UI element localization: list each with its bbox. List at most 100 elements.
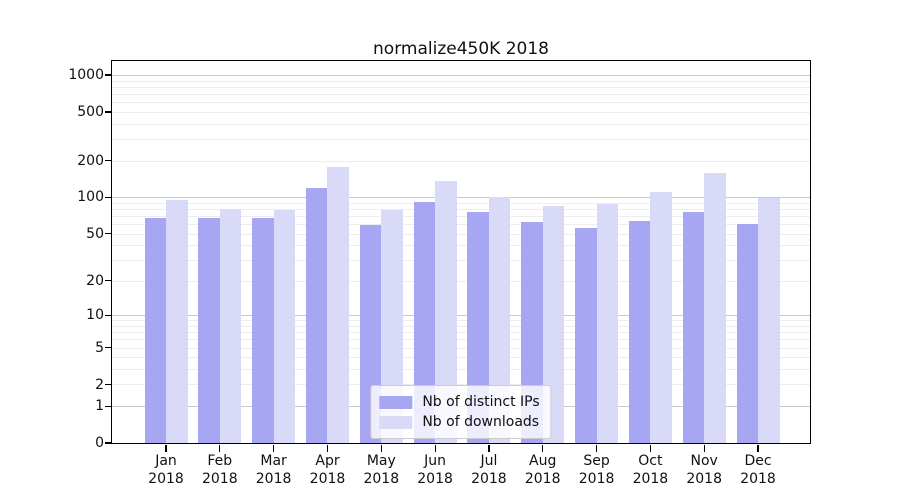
x-tick-year: 2018 [309, 470, 346, 487]
bar-nb-of-downloads-3 [327, 166, 349, 443]
bar-nb-of-distinct-ips-3 [305, 187, 328, 443]
gridline-90 [112, 203, 810, 204]
y-tick-mark-1 [105, 405, 112, 407]
y-tick-mark-100 [105, 196, 112, 198]
gridline-60 [112, 224, 810, 225]
x-tick-year: 2018 [417, 470, 453, 487]
bar-nb-of-distinct-ips-1 [198, 217, 220, 443]
x-tick-mark-jun [434, 444, 436, 452]
bar-nb-of-downloads-4 [381, 209, 403, 443]
gridline-300 [112, 139, 810, 140]
x-tick-year: 2018 [632, 470, 669, 487]
x-tick-mark-jul [488, 444, 490, 452]
y-tick-mark-200 [105, 159, 112, 162]
x-tick-month: Jan [155, 453, 177, 469]
x-tick-month: Aug [529, 453, 557, 469]
x-tick-label-aug: Aug 2018 [513, 453, 573, 488]
bar-nb-of-downloads-6 [488, 197, 511, 443]
x-tick-mark-nov [703, 444, 705, 452]
gridline-6 [112, 339, 810, 340]
legend-label: Nb of distinct IPs [422, 394, 540, 410]
y-tick-label-500: 500 [77, 103, 104, 120]
bar-nb-of-downloads-0 [166, 199, 188, 443]
x-tick-year: 2018 [201, 470, 238, 487]
gridline-10 [112, 315, 810, 316]
chart-title: normalize450K 2018 [373, 39, 549, 59]
bar-nb-of-downloads-9 [650, 192, 672, 443]
x-tick-year: 2018 [255, 470, 292, 487]
x-tick-year: 2018 [148, 470, 184, 487]
y-tick-mark-0 [105, 442, 112, 444]
x-tick-month: Feb [207, 453, 233, 469]
y-tick-label-5: 5 [95, 339, 104, 356]
x-tick-label-jul: Jul 2018 [459, 453, 519, 488]
gridline-9 [112, 320, 810, 321]
x-tick-month: Nov [690, 453, 718, 469]
y-tick-mark-500 [105, 111, 112, 113]
y-tick-label-200: 200 [77, 152, 104, 169]
gridline-900 [112, 81, 810, 82]
x-tick-label-oct: Oct 2018 [620, 453, 680, 488]
bar-nb-of-downloads-2 [273, 209, 296, 443]
x-tick-month: Jul [480, 453, 498, 469]
x-tick-label-may: May 2018 [351, 453, 411, 488]
x-tick-mark-may [380, 444, 382, 452]
legend-swatch [379, 395, 413, 409]
x-tick-mark-apr [326, 444, 329, 452]
gridline-2 [112, 384, 810, 385]
y-tick-mark-5 [105, 347, 112, 349]
y-tick-label-1000: 1000 [68, 67, 104, 83]
gridline-800 [112, 87, 810, 88]
bar-nb-of-distinct-ips-2 [252, 218, 274, 443]
x-tick-mark-feb [219, 444, 221, 452]
y-tick-mark-20 [105, 280, 112, 282]
bar-nb-of-downloads-10 [704, 173, 726, 443]
x-tick-mark-aug [542, 444, 544, 452]
gridline-8 [112, 326, 810, 327]
gridline-400 [112, 124, 810, 125]
x-tick-year: 2018 [686, 470, 722, 487]
x-tick-month: Mar [260, 453, 287, 469]
gridline-700 [112, 94, 810, 95]
bar-nb-of-downloads-1 [219, 208, 242, 443]
x-tick-mark-dec [757, 444, 759, 452]
x-tick-label-nov: Nov 2018 [674, 453, 734, 488]
x-tick-label-sep: Sep 2018 [567, 453, 627, 488]
gridline-200 [112, 161, 810, 162]
x-tick-mark-sep [596, 444, 598, 452]
x-tick-month: Jun [424, 453, 447, 469]
y-tick-mark-50 [105, 233, 112, 235]
x-tick-year: 2018 [524, 470, 561, 487]
x-tick-month: May [366, 453, 396, 469]
y-tick-label-50: 50 [86, 225, 104, 242]
gridline-80 [112, 209, 810, 210]
bar-nb-of-distinct-ips-10 [682, 212, 705, 443]
gridline-500 [112, 112, 810, 113]
y-tick-mark-1000 [105, 74, 112, 76]
x-tick-mark-oct [649, 444, 652, 452]
legend-label: Nb of downloads [422, 414, 540, 430]
gridline-5 [112, 348, 810, 349]
y-tick-label-20: 20 [86, 272, 104, 289]
gridline-50 [112, 234, 810, 235]
x-tick-mark-mar [273, 444, 275, 452]
x-tick-year: 2018 [740, 470, 776, 487]
gridline-3 [112, 369, 810, 370]
bar-nb-of-downloads-7 [542, 205, 565, 443]
x-tick-label-feb: Feb 2018 [190, 453, 250, 488]
x-tick-year: 2018 [578, 470, 615, 487]
plot-area: Nb of distinct IPs Nb of downloads [111, 60, 811, 444]
gridline-4 [112, 357, 810, 358]
gridline-7 [112, 332, 810, 333]
x-tick-month: Dec [744, 453, 772, 469]
bar-nb-of-distinct-ips-5 [413, 201, 436, 443]
gridline-70 [112, 216, 810, 217]
bar-nb-of-distinct-ips-8 [575, 227, 597, 443]
bar-nb-of-downloads-11 [758, 198, 780, 443]
gridline-20 [112, 281, 810, 282]
legend-row: Nb of distinct IPs [379, 394, 540, 410]
legend: Nb of distinct IPs Nb of downloads [370, 385, 552, 439]
y-tick-label-1: 1 [95, 398, 104, 415]
legend-row: Nb of downloads [379, 414, 539, 430]
